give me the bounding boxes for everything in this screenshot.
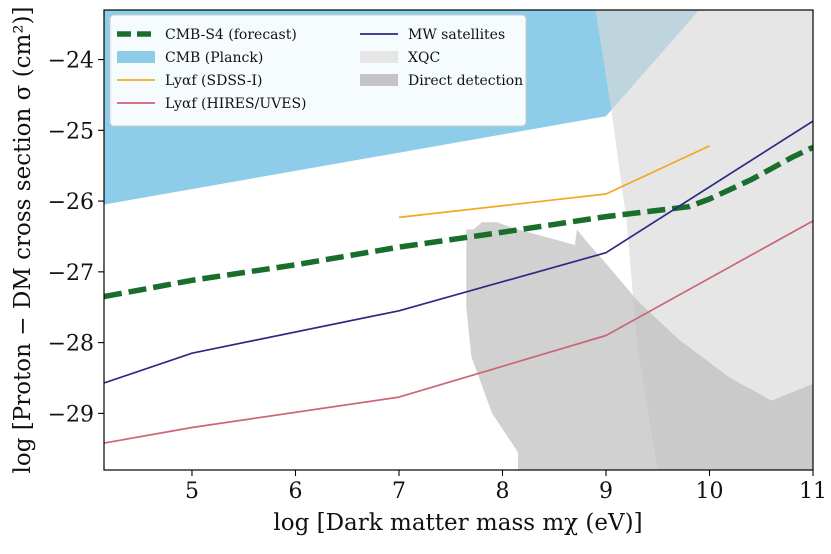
y-axis-ticks: −24 −25 −26 −27 −28 −29 <box>48 49 104 427</box>
x-tick-label: 10 <box>695 479 723 504</box>
legend: CMB-S4 (forecast) CMB (Planck) Lyαf (SDSS-… <box>109 14 527 127</box>
x-tick-label: 5 <box>185 479 199 504</box>
series-line-mw-satellites <box>104 120 813 384</box>
legend-swatch-xqc <box>360 51 398 63</box>
x-tick-label: 9 <box>599 479 613 504</box>
region-direct-detection <box>466 222 813 470</box>
x-tick-label: 7 <box>392 479 406 504</box>
legend-label-direct-detection: Direct detection <box>408 73 523 89</box>
x-tick-label: 6 <box>288 479 302 504</box>
legend-swatch-cmb-planck <box>117 51 155 63</box>
plot-frame <box>103 9 814 471</box>
legend-label-cmb-planck: CMB (Planck) <box>165 50 263 66</box>
x-axis-ticks: 5 6 7 8 9 10 11 <box>185 470 827 504</box>
series-line-ly-f-hires-uves <box>104 220 813 444</box>
y-tick-label: −25 <box>48 119 94 144</box>
y-tick-label: −27 <box>48 261 94 286</box>
y-tick-label: −24 <box>48 49 94 74</box>
legend-label-ly-f-hires-uves: Lyαf (HIRES/UVES) <box>165 96 307 112</box>
y-tick-label: −28 <box>48 332 94 357</box>
legend-label-xqc: XQC <box>408 50 440 66</box>
y-tick-label: −29 <box>48 402 94 427</box>
legend-swatch-direct-detection <box>360 74 398 86</box>
lines-layer <box>104 120 813 444</box>
legend-box <box>109 14 527 127</box>
legend-label-cmb-s4-forecast: CMB-S4 (forecast) <box>165 27 297 43</box>
y-tick-label: −26 <box>48 190 94 215</box>
series-line-ly-f-sdss-i <box>398 145 710 219</box>
y-axis-title: log [Proton − DM cross section σ (cm²)] <box>10 7 36 474</box>
series-line-cmb-s4-forecast <box>104 144 813 300</box>
legend-label-mw-satellites: MW satellites <box>408 27 505 43</box>
x-tick-label: 11 <box>799 479 827 504</box>
x-tick-label: 8 <box>495 479 509 504</box>
legend-label-ly-f-sdss-i: Lyαf (SDSS-I) <box>165 73 263 89</box>
x-axis-title: log [Dark matter mass mχ (eV)] <box>273 510 642 536</box>
